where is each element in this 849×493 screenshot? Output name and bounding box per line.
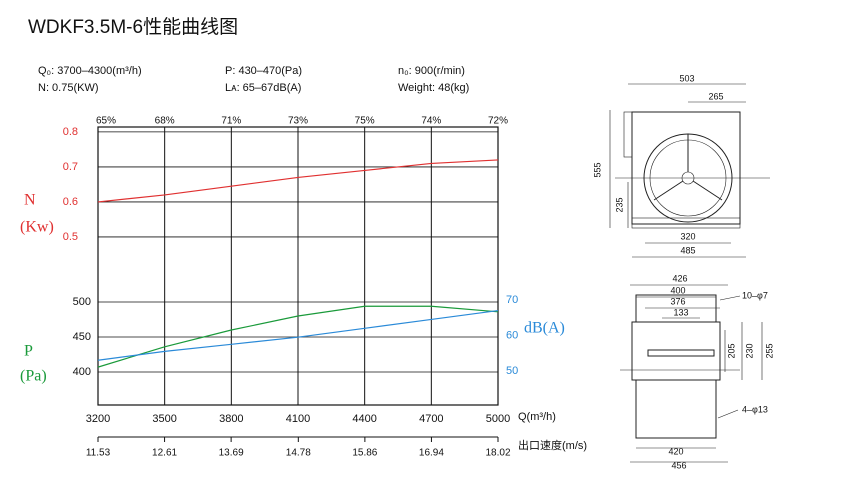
dimension: 205	[726, 343, 736, 358]
y-tick-label: 0.5	[63, 231, 78, 243]
dimension: 420	[668, 446, 683, 456]
efficiency-label: 71%	[221, 116, 241, 127]
dimension: 456	[671, 460, 686, 470]
y3-tick-label: 450	[73, 331, 91, 343]
x-tick-label: 4100	[286, 413, 310, 425]
y2-tick-label: 60	[506, 329, 518, 341]
dimension: 255	[764, 343, 774, 358]
x-tick-label: 5000	[486, 413, 510, 425]
dimension: 503	[679, 73, 694, 83]
spec: n₀: 900(r/min)	[398, 65, 465, 77]
dimension: 376	[670, 296, 685, 306]
x-tick-label: 3200	[86, 413, 110, 425]
y3-axis-label: P	[24, 343, 33, 360]
efficiency-label: 74%	[421, 116, 441, 127]
efficiency-label: 73%	[288, 116, 308, 127]
dimension: 426	[672, 273, 687, 283]
series-line	[97, 305, 499, 368]
x2-tick-label: 14.78	[286, 448, 311, 459]
spec: N: 0.75(KW)	[38, 82, 99, 94]
title: WDKF3.5M-6性能曲线图	[28, 16, 238, 38]
y2-axis-label: dB(A)	[524, 320, 565, 337]
series-line	[97, 309, 499, 361]
series-line	[97, 159, 499, 203]
spec: Lᴀ: 65–67dB(A)	[225, 82, 301, 94]
x-tick-label: 4400	[352, 413, 376, 425]
x2-tick-label: 12.61	[152, 448, 177, 459]
y-tick-label: 0.7	[63, 161, 78, 173]
y3-tick-label: 400	[73, 366, 91, 378]
spec: P: 430–470(Pa)	[225, 65, 302, 77]
efficiency-label: 65%	[96, 116, 116, 127]
dimension: 10–φ7	[742, 290, 768, 300]
x-axis-label: Q(m³/h)	[518, 411, 556, 423]
dimension: 485	[680, 245, 695, 255]
dimension: 4–φ13	[742, 404, 768, 414]
x2-tick-label: 18.02	[485, 448, 510, 459]
efficiency-label: 68%	[155, 116, 175, 127]
y-axis-label: N	[24, 192, 36, 209]
x2-tick-label: 15.86	[352, 448, 377, 459]
x2-tick-label: 13.69	[219, 448, 244, 459]
y3-axis-label: (Pa)	[20, 368, 47, 385]
x2-tick-label: 11.53	[86, 448, 111, 459]
dimension: 133	[673, 307, 688, 317]
x-tick-label: 3500	[152, 413, 176, 425]
dimension: 320	[680, 231, 695, 241]
dimension: 265	[708, 91, 723, 101]
spec: Q₀: 3700–4300(m³/h)	[38, 65, 142, 77]
y-axis-label: (Kw)	[20, 219, 54, 236]
y2-tick-label: 50	[506, 365, 518, 377]
y-tick-label: 0.6	[63, 196, 78, 208]
dimension: 400	[670, 285, 685, 295]
spec: Weight: 48(kg)	[398, 82, 469, 94]
y2-tick-label: 70	[506, 294, 518, 306]
dimension: 230	[744, 343, 754, 358]
side-view	[620, 284, 763, 463]
front-view	[609, 83, 770, 258]
efficiency-label: 75%	[355, 116, 375, 127]
x-tick-label: 4700	[419, 413, 443, 425]
efficiency-label: 72%	[488, 116, 508, 127]
y-tick-label: 0.8	[63, 126, 78, 138]
x-tick-label: 3800	[219, 413, 243, 425]
y3-tick-label: 500	[73, 296, 91, 308]
x2-axis-label: 出口速度(m/s)	[518, 438, 587, 452]
dimension: 555	[592, 162, 602, 177]
dimension: 235	[614, 197, 624, 212]
x2-tick-label: 16.94	[419, 448, 444, 459]
